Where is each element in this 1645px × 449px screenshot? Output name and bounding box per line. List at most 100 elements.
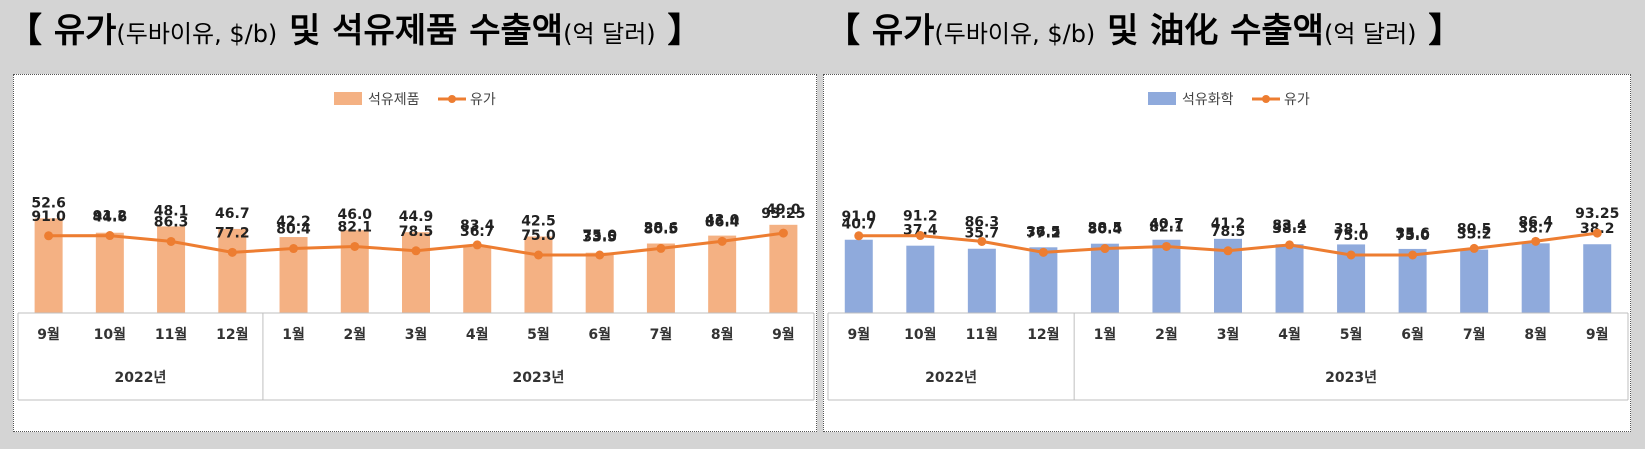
line-value-label: 77.2 — [215, 225, 250, 241]
title-unit: (두바이유, $/b) — [116, 20, 278, 48]
title-bracket-open: 【 — [8, 11, 54, 51]
title-bracket-open: 【 — [826, 11, 872, 51]
bar — [844, 239, 873, 313]
year-group-label: 2023년 — [1325, 370, 1377, 386]
bar-value-label: 49.0 — [766, 202, 801, 218]
left-chart-svg: 석유제품 유가 52.6 44.6 48.1 46.7 42.2 46.0 44.9 36.7 42… — [17, 92, 815, 401]
bar-value-label: 40.7 — [1149, 217, 1184, 233]
bar-value-label: 35.6 — [1395, 226, 1430, 242]
bar-value-label: 38.1 — [1334, 221, 1369, 237]
line-value-label: 75.0 — [1334, 228, 1369, 244]
bar-value-label: 43.0 — [705, 213, 740, 229]
legend-label-line: 유가 — [1284, 92, 1310, 108]
bar-value-label: 48.1 — [154, 203, 189, 219]
bar-value-label: 33.5 — [582, 230, 617, 246]
bar — [1583, 244, 1612, 313]
bar — [524, 236, 553, 313]
bar-value-label: 41.2 — [1211, 216, 1246, 232]
x-tick-label: 7월 — [650, 326, 673, 343]
bar-value-label: 38.2 — [1272, 221, 1307, 237]
bar-value-label: 40.7 — [841, 217, 876, 233]
x-tick-label: 9월 — [772, 326, 795, 343]
bar-value-label: 46.0 — [337, 207, 372, 223]
line-value-label: 91.2 — [93, 209, 128, 225]
x-tick-label: 7월 — [1463, 326, 1486, 343]
legend-label-line: 유가 — [470, 92, 496, 108]
line-value-label: 86.3 — [965, 214, 1000, 230]
left-chart-panel: 석유제품 유가 52.6 44.6 48.1 46.7 42.2 46.0 44.9 36.7 42… — [13, 74, 817, 432]
bar-value-label: 44.6 — [93, 210, 128, 226]
bar — [585, 252, 614, 313]
line-value-label: 82.1 — [1149, 219, 1184, 235]
line-value-label: 80.4 — [1088, 222, 1123, 238]
bar — [708, 235, 737, 313]
line-value-label: 86.4 — [1518, 214, 1553, 230]
bar — [1398, 248, 1427, 313]
x-tick-label: 10월 — [904, 326, 936, 343]
line-value-label: 93.25 — [761, 206, 805, 222]
line-point — [1161, 241, 1171, 251]
title-bracket-close: 】 — [655, 11, 702, 51]
line-point — [350, 241, 360, 251]
line-value-label: 75.0 — [521, 228, 556, 244]
line-value-label: 80.5 — [644, 221, 679, 237]
line-point — [472, 240, 482, 250]
x-tick-label: 2월 — [343, 326, 366, 343]
right-chart-title: 【 유가(두바이유, $/b) 및 油化 수출액(억 달러) 】 — [826, 6, 1462, 56]
bar-value-label: 38.5 — [1088, 221, 1123, 237]
bar — [1152, 239, 1181, 313]
title-main-2: 및 석유제품 수출액 — [277, 11, 564, 51]
bar — [218, 228, 247, 313]
year-group-label: 2023년 — [513, 370, 565, 386]
bar — [402, 232, 430, 313]
legend-swatch-bar — [334, 92, 362, 105]
bar — [769, 224, 798, 313]
legend-swatch-bar — [1148, 92, 1176, 105]
line-point — [595, 250, 605, 260]
bar — [463, 246, 492, 313]
title-main: 유가 — [53, 11, 117, 51]
x-tick-label: 1월 — [1094, 326, 1117, 343]
line-point — [1408, 250, 1418, 260]
bar-value-label: 46.7 — [215, 206, 250, 222]
line-point — [1285, 240, 1295, 250]
x-tick-label: 4월 — [466, 326, 489, 343]
x-tick-label: 12월 — [1027, 326, 1059, 343]
bar — [95, 232, 124, 313]
line-value-label: 80.4 — [276, 222, 311, 238]
line-point — [977, 236, 987, 246]
legend-label-bar: 석유제품 — [368, 92, 420, 108]
line-point — [1592, 228, 1602, 238]
x-tick-label: 2월 — [1155, 326, 1178, 343]
x-tick-label: 1월 — [282, 326, 305, 343]
x-tick-label: 9월 — [37, 326, 60, 343]
left-chart-title: 【 유가(두바이유, $/b) 및 석유제품 수출액(억 달러) 】 — [8, 6, 702, 56]
line-point — [533, 250, 543, 260]
bar-value-label: 38.7 — [1518, 220, 1553, 236]
x-tick-label: 4월 — [1278, 326, 1301, 343]
legend-swatch-marker — [1262, 95, 1270, 103]
x-tick-label: 8월 — [711, 326, 734, 343]
right-chart-panel: 석유화학 유가 40.7 37.4 35.7 36.5 38.5 40.7 41.2 38.2 38… — [823, 74, 1631, 432]
bar-value-label: 52.6 — [31, 195, 66, 211]
line-value-label: 83.4 — [1272, 218, 1307, 234]
line-value-label: 91.0 — [31, 209, 66, 225]
legend-label-bar: 석유화학 — [1182, 92, 1234, 108]
x-tick-label: 5월 — [527, 326, 550, 343]
line-point — [717, 236, 727, 246]
bar-value-label: 36.5 — [1026, 224, 1061, 240]
bar — [1275, 244, 1304, 313]
line-value-label: 86.3 — [154, 214, 189, 230]
x-tick-label: 5월 — [1340, 326, 1363, 343]
line-point — [1223, 246, 1233, 256]
x-tick-label: 8월 — [1524, 326, 1547, 343]
title-main-2: 및 油化 수출액 — [1095, 11, 1324, 51]
x-tick-label: 3월 — [405, 326, 428, 343]
line-point — [227, 247, 237, 257]
bar-value-label: 36.7 — [460, 224, 495, 240]
line-value-label: 91.2 — [903, 209, 938, 225]
line-value-label: 86.4 — [705, 214, 740, 230]
bar — [1521, 243, 1550, 313]
line-point — [1038, 247, 1048, 257]
x-tick-label: 10월 — [94, 326, 126, 343]
